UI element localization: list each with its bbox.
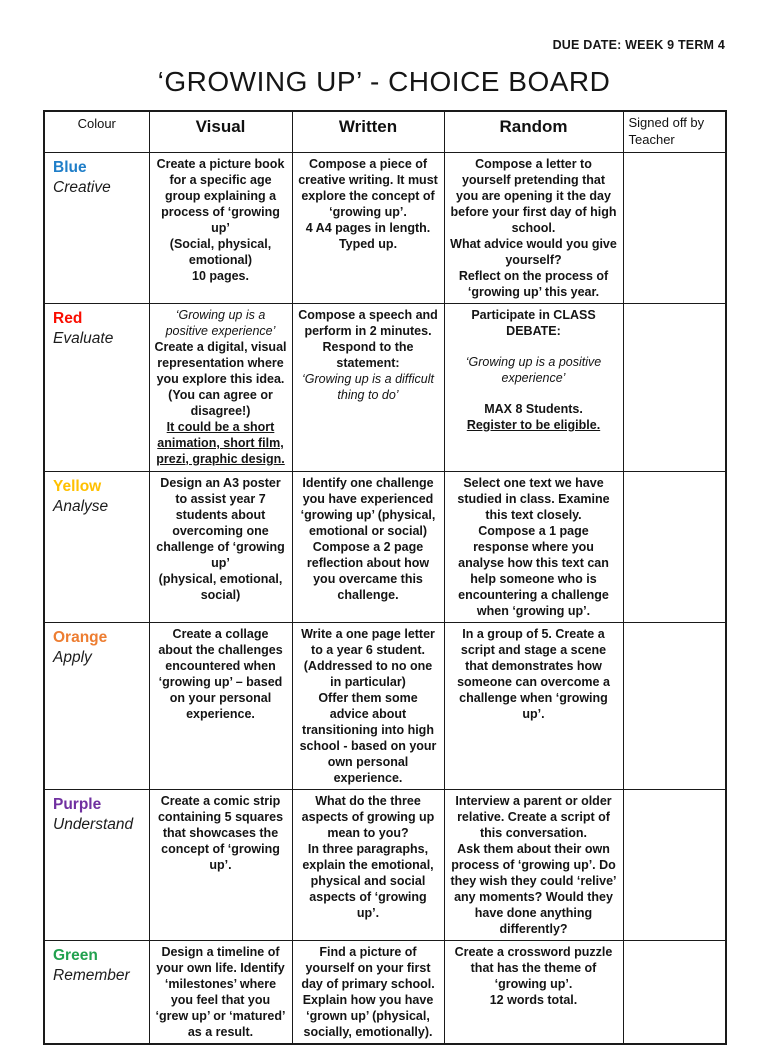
task-paragraph: Select one text we have studied in class…	[457, 475, 610, 522]
signed-off-cell	[622, 788, 727, 941]
task-paragraph: ‘Growing up is a difficult thing to do’	[301, 371, 434, 402]
table-row-purple: Purple Understand Create a comic strip con…	[43, 788, 727, 941]
table-row-orange: Orange Apply Create a collage about the ch…	[43, 621, 727, 790]
task-paragraph: In three paragraphs, explain the emotion…	[302, 841, 434, 920]
visual-task-cell: Design an A3 poster to assist year 7 stu…	[148, 470, 293, 623]
task-paragraph: Create a crossword puzzle that has the t…	[454, 944, 613, 991]
visual-task-cell: Create a comic strip containing 5 square…	[148, 788, 293, 941]
random-task-cell: Compose a letter to yourself pretending …	[443, 151, 624, 304]
written-task-cell: Identify one challenge you have experien…	[291, 470, 445, 623]
task-paragraph: 12 words total.	[489, 992, 578, 1007]
due-date-text: DUE DATE: WEEK 9 TERM 4	[552, 38, 725, 52]
task-paragraph: Create a picture book for a specific age…	[156, 156, 285, 235]
skill-name-label: Creative	[53, 179, 111, 197]
colour-name-label: Purple	[53, 795, 102, 813]
colour-cell: Orange Apply	[43, 621, 150, 790]
signed-off-cell	[622, 470, 727, 623]
task-paragraph: What advice would you give yourself?	[450, 236, 617, 267]
written-task-cell: Compose a speech and perform in 2 minute…	[291, 302, 445, 472]
colour-name-label: Orange	[53, 628, 108, 646]
visual-task-cell: Create a collage about the challenges en…	[148, 621, 293, 790]
task-paragraph: Write a one page letter to a year 6 stud…	[301, 626, 435, 689]
task-paragraph: Reflect on the process of ‘growing up’ t…	[458, 268, 609, 299]
colour-name-label: Yellow	[53, 477, 102, 495]
task-paragraph: Identify one challenge you have experien…	[300, 475, 436, 538]
task-paragraph: Compose a speech and perform in 2 minute…	[298, 307, 438, 338]
task-paragraph: 4 A4 pages in length. Typed up.	[305, 220, 431, 251]
task-paragraph: Register to be eligible.	[466, 417, 601, 432]
signed-off-cell	[622, 621, 727, 790]
visual-task-cell: ‘Growing up is a positive experience’ Cre…	[148, 302, 293, 472]
task-paragraph: Design an A3 poster to assist year 7 stu…	[156, 475, 285, 570]
task-paragraph: ‘Growing up is a positive experience’	[165, 307, 276, 338]
task-paragraph: It could be a short animation, short fil…	[156, 419, 285, 466]
written-task-cell: Write a one page letter to a year 6 stud…	[291, 621, 445, 790]
task-paragraph: Create a digital, visual representation …	[154, 339, 287, 418]
task-paragraph: Create a comic strip containing 5 square…	[157, 793, 284, 872]
colour-cell: Red Evaluate	[43, 302, 150, 472]
task-paragraph: ‘Growing up is a positive experience’	[465, 354, 602, 385]
colour-cell: Purple Understand	[43, 788, 150, 941]
random-task-cell: Select one text we have studied in class…	[443, 470, 624, 623]
task-paragraph	[450, 339, 618, 354]
random-task-cell: Interview a parent or older relative. Cr…	[443, 788, 624, 941]
task-paragraph: Compose a 2 page reflection about how yo…	[306, 539, 430, 602]
table-row-blue: Blue Creative Create a picture book for a …	[43, 151, 727, 304]
colour-name-label: Green	[53, 946, 98, 964]
task-paragraph: Compose a 1 page response where you anal…	[458, 523, 609, 618]
task-paragraph: Compose a letter to yourself pretending …	[450, 156, 617, 235]
skill-name-label: Evaluate	[53, 330, 114, 348]
table-header-row: Colour Visual Written Random Signed off …	[43, 110, 727, 153]
colour-name-label: Red	[53, 309, 83, 327]
column-header-colour: Colour	[43, 110, 150, 153]
visual-task-cell: Design a timeline of your own life. Iden…	[148, 939, 293, 1045]
task-paragraph: Offer them some advice about transitioni…	[299, 690, 437, 785]
column-header-visual: Visual	[148, 110, 293, 153]
colour-cell: Blue Creative	[43, 151, 150, 304]
task-paragraph: Create a collage about the challenges en…	[158, 626, 283, 721]
task-paragraph: 10 pages.	[192, 268, 249, 283]
skill-name-label: Remember	[53, 967, 130, 985]
task-paragraph: (physical, emotional, social)	[158, 571, 283, 602]
written-task-cell: What do the three aspects of growing up …	[291, 788, 445, 941]
skill-name-label: Understand	[53, 816, 134, 834]
random-task-cell: Create a crossword puzzle that has the t…	[443, 939, 624, 1045]
choice-board-table: Colour Visual Written Random Signed off …	[43, 110, 727, 1045]
colour-cell: Yellow Analyse	[43, 470, 150, 623]
task-paragraph	[450, 386, 618, 401]
written-task-cell: Compose a piece of creative writing. It …	[291, 151, 445, 304]
table-row-red: Red Evaluate ‘Growing up is a positive exp…	[43, 302, 727, 472]
column-header-signed-off: Signed off by Teacher	[622, 110, 727, 153]
table-row-yellow: Yellow Analyse Design an A3 poster to assi…	[43, 470, 727, 623]
task-paragraph: In a group of 5. Create a script and sta…	[457, 626, 610, 721]
task-paragraph: Interview a parent or older relative. Cr…	[455, 793, 612, 840]
column-header-random: Random	[443, 110, 624, 153]
task-paragraph: Respond to the statement:	[322, 339, 414, 370]
table-row-green: Green Remember Design a timeline of your o…	[43, 939, 727, 1045]
task-paragraph: What do the three aspects of growing up …	[301, 793, 435, 840]
task-paragraph: Compose a piece of creative writing. It …	[298, 156, 438, 219]
colour-cell: Green Remember	[43, 939, 150, 1045]
task-paragraph: (Social, physical, emotional)	[169, 236, 272, 267]
colour-name-label: Blue	[53, 158, 87, 176]
signed-off-cell	[622, 939, 727, 1045]
signed-off-cell	[622, 151, 727, 304]
page-title: ‘GROWING UP’ - CHOICE BOARD	[157, 66, 611, 97]
visual-task-cell: Create a picture book for a specific age…	[148, 151, 293, 304]
signed-off-cell	[622, 302, 727, 472]
skill-name-label: Analyse	[53, 498, 109, 516]
task-paragraph: Ask them about their own process of ‘gro…	[450, 841, 617, 936]
task-paragraph: Design a timeline of your own life. Iden…	[155, 944, 286, 1039]
skill-name-label: Apply	[53, 649, 92, 667]
column-header-written: Written	[291, 110, 445, 153]
written-task-cell: Find a picture of yourself on your first…	[291, 939, 445, 1045]
task-paragraph: Find a picture of yourself on your first…	[301, 944, 435, 1039]
task-paragraph: MAX 8 Students.	[484, 401, 583, 416]
random-task-cell: In a group of 5. Create a script and sta…	[443, 621, 624, 790]
task-paragraph: Participate in CLASS DEBATE:	[471, 307, 596, 338]
random-task-cell: Participate in CLASS DEBATE: ‘Growing up …	[443, 302, 624, 472]
